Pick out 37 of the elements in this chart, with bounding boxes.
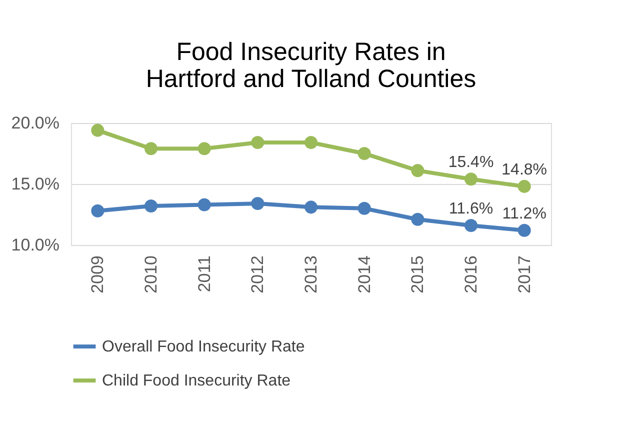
x-tick-label: 2016: [462, 256, 480, 294]
y-tick-label: 20.0%: [11, 114, 60, 132]
x-tick-label: 2017: [514, 256, 534, 294]
point: [198, 142, 211, 156]
x-tick-label: 2014: [354, 256, 374, 294]
point: [358, 202, 371, 215]
legend-label: Overall Food Insecurity Rate: [102, 338, 305, 356]
y-tick-label: 10.0%: [11, 236, 60, 254]
point: [198, 198, 211, 212]
legend-label: Child Food Insecurity Rate: [102, 372, 291, 390]
point: [91, 204, 104, 218]
point: [464, 172, 478, 186]
y-tick-label: 15.0%: [11, 174, 60, 194]
point: [518, 180, 531, 193]
chart-title: Food Insecurity Rates in Hartford and Tolland Counties: [146, 38, 476, 93]
x-tick-label: 2011: [194, 256, 214, 292]
x-tick-label: 2009: [88, 256, 108, 294]
point: [464, 218, 478, 232]
point: [91, 124, 104, 137]
x-tick-label: 2015: [408, 256, 428, 294]
x-tick-label: 2012: [248, 256, 268, 294]
point: [411, 212, 424, 226]
x-tick-label: 2010: [142, 256, 160, 294]
point: [144, 199, 158, 212]
point: [251, 197, 264, 210]
point: [304, 200, 318, 214]
point: [251, 136, 264, 150]
data-label: 11.6%: [448, 200, 494, 218]
point: [518, 224, 531, 237]
point: [304, 136, 318, 150]
point: [358, 146, 371, 160]
data-label: 14.8%: [502, 161, 548, 178]
x-tick-label: 2013: [302, 256, 320, 294]
point: [144, 142, 158, 156]
point: [411, 164, 424, 178]
data-label: 15.4%: [448, 154, 494, 172]
data-label: 11.2%: [502, 205, 546, 222]
